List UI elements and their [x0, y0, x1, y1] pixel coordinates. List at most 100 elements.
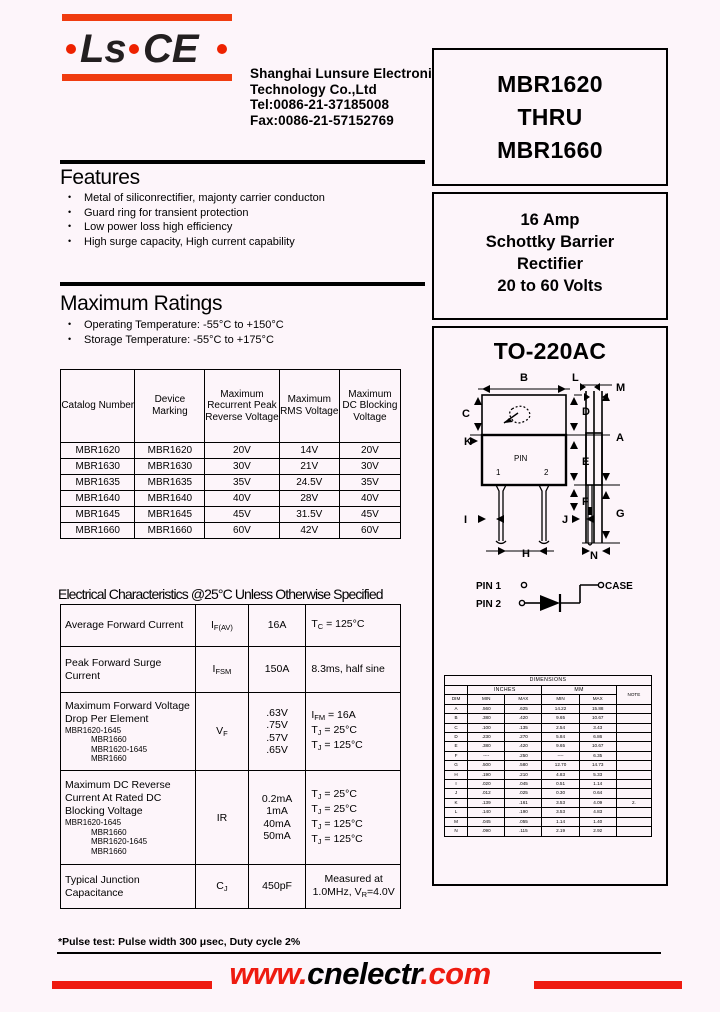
cell-mm-max: 2.92 [578, 826, 617, 837]
group-header-mm: MM [541, 684, 617, 696]
part-number: MBR1660 [91, 754, 127, 763]
table-row: C .100 .135 2.54 3.43 [443, 722, 653, 734]
description-text: 16 Amp Schottky Barrier Rectifier 20 to … [434, 194, 666, 297]
part-number: MBR1660 [91, 846, 127, 856]
schematic-pin1-label: PIN 1 [476, 581, 501, 592]
table-row: Average Forward Current IF(AV) 16A TC = … [59, 604, 401, 647]
lsce-logo-icon: Ls CE [66, 27, 227, 71]
parameter-text: Maximum DC Reverse Current At Rated DC B… [65, 779, 171, 817]
cell-device-marking: MBR1635 [134, 474, 206, 491]
callout-J: J [562, 514, 568, 526]
part-number-list: MBR1620-1645 MBR1660 MBR1620-1645 MBR166… [65, 726, 191, 764]
cell-in-min: .560 [467, 703, 506, 715]
cell-note [615, 788, 653, 799]
cell-rms: 31.5V [278, 506, 340, 523]
cell-note [615, 713, 653, 724]
cell-note [615, 826, 653, 837]
callout-B: B [520, 372, 528, 384]
table-row: Maximum Forward Voltage Drop Per Element… [59, 692, 401, 771]
table-row: B .380 .420 9.65 10.67 [443, 713, 653, 724]
cell-catalog-number: MBR1630 [59, 458, 136, 475]
list-item: Storage Temperature: -55°C to +175°C [60, 332, 430, 348]
col-header-peak-reverse-voltage: Maximum Recurrent Peak Reverse Voltage [204, 369, 280, 443]
cell-condition: Measured at 1.0MHz, VR=4.0V [305, 864, 401, 909]
cell-dim: D [443, 732, 469, 743]
footer-website-url[interactable]: www.cnelectr.com [0, 956, 720, 992]
cell-mm-max: 4.09 [578, 797, 617, 809]
group-header-inches: INCHES [467, 684, 543, 696]
cell-mm-max: 0.64 [578, 788, 617, 799]
table-row: N .090 .115 2.19 2.92 [443, 826, 653, 837]
col-header-in-max: MAX [504, 694, 543, 705]
cell-parameter-label: Maximum DC Reverse Current At Rated DC B… [59, 770, 197, 865]
features-divider [60, 160, 425, 164]
cell-in-min: .100 [467, 722, 506, 734]
cell-note [615, 807, 653, 818]
company-name-line1: Shanghai Lunsure Electronic [250, 66, 440, 81]
cell-peak-reverse: 35V [204, 474, 280, 491]
cell-in-max: .190 [504, 807, 543, 818]
maximum-ratings-divider [60, 282, 425, 286]
callout-F: F [582, 496, 589, 508]
cell-mm-min: 3.53 [541, 797, 580, 809]
cell-note [615, 760, 653, 771]
cell-rms: 28V [278, 490, 340, 507]
part-number: MBR1620-1645 [65, 818, 122, 827]
cell-mm-max: 6.35 [578, 750, 617, 762]
cell-note [615, 816, 653, 828]
callout-D: D [582, 406, 590, 418]
callout-C: C [462, 408, 470, 420]
cell-note [615, 750, 653, 762]
cell-value: 0.2mA 1mA 40mA 50mA [247, 770, 307, 865]
pulse-test-footnote: *Pulse test: Pulse width 300 μsec, Duty … [58, 936, 301, 948]
cell-catalog-number: MBR1635 [59, 474, 136, 491]
dimensions-group-header-row: INCHES MM NOTE [443, 684, 653, 705]
dimensions-title: DIMENSIONS [444, 675, 652, 686]
table-row: MBR1640 MBR1640 40V 28V 40V [59, 490, 402, 507]
cell-dim: B [443, 713, 469, 724]
svg-text:CE: CE [143, 27, 200, 71]
cell-parameter-label: Peak Forward Surge Current [59, 646, 197, 693]
cell-symbol: VF [195, 692, 249, 771]
cell-note [615, 732, 653, 743]
list-item: Low power loss high efficiency [60, 219, 430, 235]
cell-dim: E [443, 741, 469, 752]
cell-in-min: .139 [467, 797, 506, 809]
table-row: G .500 .580 12.70 14.73 [443, 760, 653, 771]
cell-in-min: .500 [467, 760, 506, 771]
url-prefix: www. [229, 956, 308, 991]
cell-in-min: .140 [467, 807, 506, 818]
cell-in-max: .270 [504, 732, 543, 743]
table-row: Maximum DC Reverse Current At Rated DC B… [59, 770, 401, 865]
cell-symbol: IFSM [195, 646, 249, 693]
cell-in-max: .580 [504, 760, 543, 771]
cell-mm-min: 0.51 [541, 779, 580, 790]
table-row: MBR1630 MBR1630 30V 21V 30V [59, 458, 402, 475]
cell-note: 2. [615, 797, 653, 809]
schematic-case-label: CASE [605, 581, 633, 592]
company-fax: Fax:0086-21-57152769 [250, 112, 394, 128]
pin-1-number: 1 [496, 468, 501, 477]
col-header-rms-voltage: Maximum RMS Voltage [278, 369, 340, 443]
cell-mm-min: ---- [541, 750, 580, 762]
cell-mm-min: 3.53 [541, 807, 580, 818]
table-row: E .380 .420 9.65 10.67 [443, 741, 653, 752]
cell-dc-blocking: 30V [338, 458, 402, 475]
dimensions-title-row: DIMENSIONS [444, 675, 652, 686]
table-row: D .230 .270 5.84 6.86 [443, 732, 653, 743]
cell-mm-max: 5.33 [578, 769, 617, 781]
col-header-device-marking: Device Marking [134, 369, 206, 443]
cell-in-max: .025 [504, 788, 543, 799]
features-list: Metal of siliconrectifier, majonty carri… [60, 190, 430, 249]
part-number-line1: MBR1620 [497, 71, 603, 97]
maximum-ratings-list: Operating Temperature: -55°C to +150°C S… [60, 317, 430, 348]
cell-symbol: IR [195, 770, 249, 865]
cell-mm-max: 6.86 [578, 732, 617, 743]
electrical-characteristics-title: Electrical Characteristics @25°C Unless … [58, 586, 384, 602]
callout-K: K [464, 436, 472, 448]
part-number: MBR1620-1645 [91, 837, 148, 846]
callout-L: L [572, 372, 579, 384]
cell-rms: 21V [278, 458, 340, 475]
table-row: I .020 .045 0.51 1.14 [443, 779, 653, 790]
